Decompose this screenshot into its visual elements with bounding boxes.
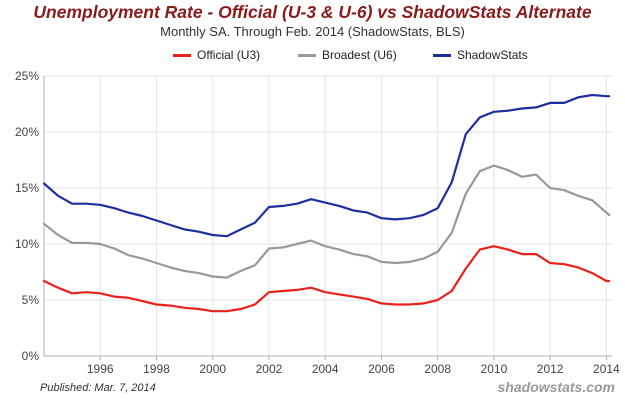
legend-swatch-shadowstats: [433, 54, 451, 58]
y-tick-label-10: 10%: [15, 237, 39, 251]
x-tick-label-2014: 2014: [593, 362, 620, 376]
legend-label-broadest-u6: Broadest (U6): [322, 48, 397, 62]
legend-label-official-u3: Official (U3): [197, 48, 261, 62]
legend-label-shadowstats: ShadowStats: [457, 48, 528, 62]
x-tick-label-2004: 2004: [312, 362, 339, 376]
legend-item-shadowstats: ShadowStats: [433, 48, 528, 62]
y-tick-label-5: 5%: [22, 293, 40, 307]
series-line-official-u3: [42, 245, 611, 313]
y-tick-label-20: 20%: [15, 125, 39, 139]
x-tick-label-2000: 2000: [199, 362, 226, 376]
x-tick-label-2002: 2002: [256, 362, 283, 376]
chart-legend: Official (U3) Broadest (U6) ShadowStats: [0, 48, 625, 66]
x-tick-label-2008: 2008: [424, 362, 451, 376]
chart-subtitle: Monthly SA. Through Feb. 2014 (ShadowSta…: [160, 24, 465, 39]
x-tick-label-2012: 2012: [537, 362, 564, 376]
x-tick-label-2006: 2006: [368, 362, 395, 376]
published-date: Published: Mar. 7, 2014: [40, 382, 156, 394]
legend-item-broadest-u6: Broadest (U6): [298, 48, 397, 62]
legend-swatch-official-u3: [173, 54, 191, 58]
series-line-shadowstats: [42, 93, 611, 238]
y-tick-label-15: 15%: [15, 181, 39, 195]
legend-item-official-u3: Official (U3): [173, 48, 260, 62]
chart-title: Unemployment Rate - Official (U-3 & U-6)…: [33, 2, 592, 22]
y-tick-label-0: 0%: [22, 349, 40, 363]
x-tick-label-1996: 1996: [87, 362, 114, 376]
y-tick-label-25: 25%: [15, 69, 39, 83]
legend-swatch-broadest-u6: [298, 54, 316, 58]
series-line-broadest-u6: [42, 164, 611, 279]
x-tick-label-1998: 1998: [143, 362, 170, 376]
watermark: shadowstats.com: [497, 379, 615, 395]
x-tick-label-2010: 2010: [481, 362, 508, 376]
